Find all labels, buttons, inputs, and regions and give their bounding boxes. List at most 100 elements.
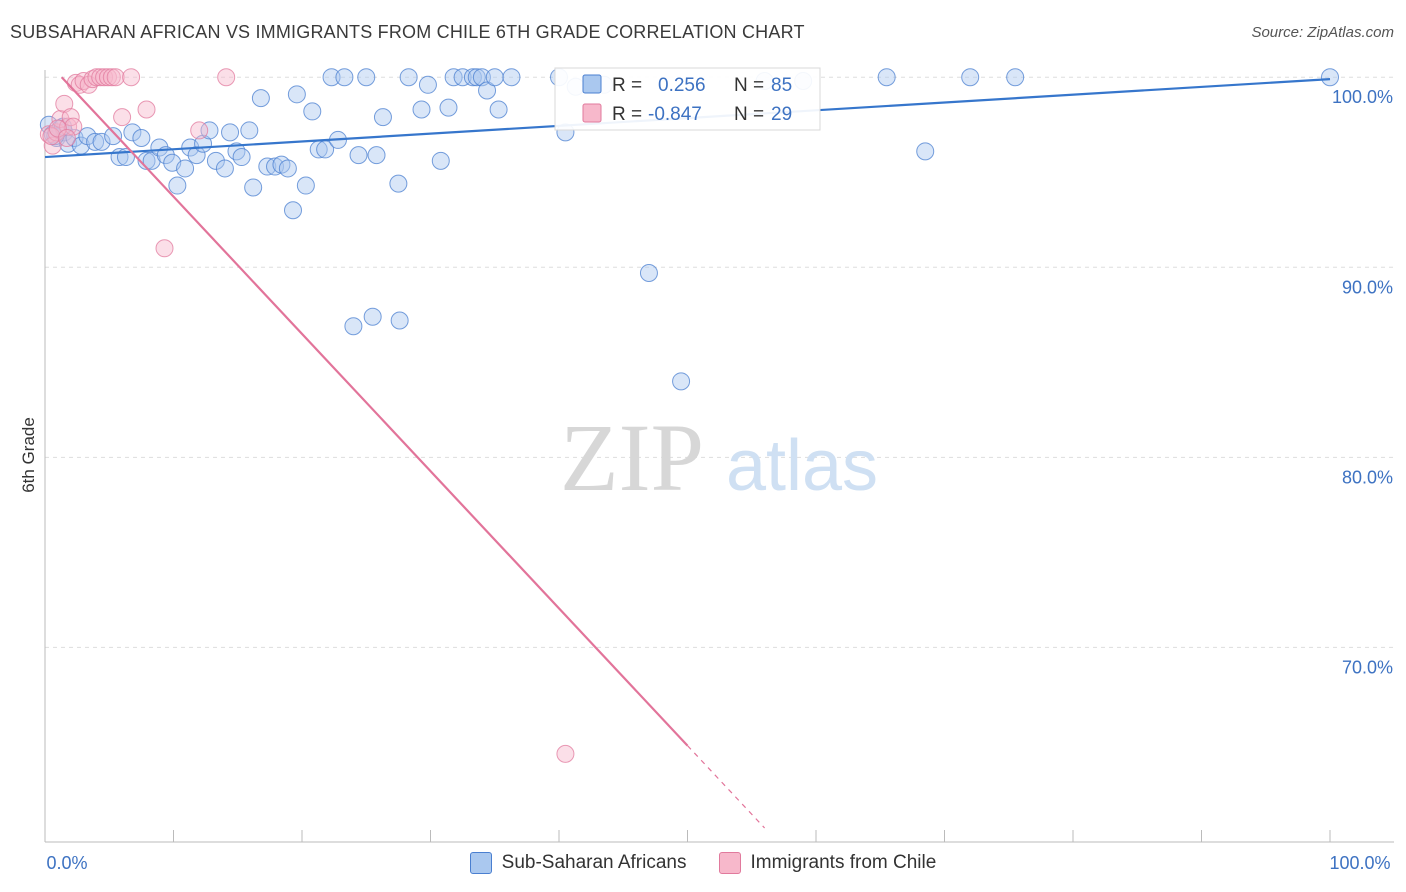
- point-subsaharan: [877, 68, 896, 87]
- watermark: ZIP atlas: [560, 404, 878, 511]
- point-subsaharan: [489, 100, 508, 119]
- point-chile: [155, 239, 174, 258]
- point-chile: [122, 68, 141, 87]
- x-tick-label: 0.0%: [46, 853, 87, 873]
- y-axis-title: 6th Grade: [19, 417, 38, 493]
- point-subsaharan: [322, 68, 341, 87]
- watermark-zip: ZIP: [560, 404, 704, 511]
- y-tick-label: 70.0%: [1342, 657, 1393, 677]
- point-subsaharan: [478, 81, 497, 100]
- y-tick-label: 90.0%: [1342, 277, 1393, 297]
- point-subsaharan: [373, 108, 392, 127]
- stats-swatch-pink: [582, 103, 602, 123]
- stats-n-label-pink: N =: [734, 104, 764, 125]
- point-chile: [190, 121, 209, 140]
- point-subsaharan: [168, 176, 187, 195]
- point-chile: [64, 117, 83, 136]
- point-subsaharan: [221, 123, 240, 142]
- stats-n-value-blue: 85: [771, 75, 792, 96]
- point-subsaharan: [251, 89, 270, 108]
- point-chile: [98, 68, 117, 87]
- point-subsaharan: [232, 148, 251, 167]
- point-subsaharan: [363, 307, 382, 326]
- x-tick-label: 100.0%: [1329, 853, 1390, 873]
- point-subsaharan: [176, 159, 195, 178]
- stats-n-label-blue: N =: [734, 75, 764, 96]
- point-chile: [57, 129, 76, 148]
- point-subsaharan: [367, 146, 386, 165]
- trend-line-chile: [60, 76, 689, 747]
- point-subsaharan: [485, 68, 504, 87]
- point-chile: [102, 68, 121, 87]
- point-subsaharan: [349, 146, 368, 165]
- point-subsaharan: [187, 146, 206, 165]
- stats-r-label-blue: R =: [612, 75, 642, 96]
- legend-item-subsaharan[interactable]: Sub-Saharan Africans: [469, 852, 687, 874]
- point-chile: [42, 127, 61, 146]
- point-subsaharan: [418, 75, 437, 94]
- point-subsaharan: [502, 68, 521, 87]
- point-subsaharan: [453, 68, 472, 87]
- point-chile: [106, 68, 125, 87]
- point-subsaharan: [467, 68, 486, 87]
- legend-item-chile[interactable]: Immigrants from Chile: [718, 852, 937, 874]
- point-subsaharan: [240, 121, 259, 140]
- point-chile: [556, 744, 575, 763]
- source-label: Source: ZipAtlas.com: [1251, 24, 1394, 41]
- point-subsaharan: [389, 174, 408, 193]
- point-subsaharan: [278, 159, 297, 178]
- point-subsaharan: [123, 123, 142, 142]
- point-subsaharan: [472, 68, 491, 87]
- point-subsaharan: [357, 68, 376, 87]
- point-subsaharan: [335, 68, 354, 87]
- chart-title: SUBSAHARAN AFRICAN VS IMMIGRANTS FROM CH…: [10, 22, 805, 42]
- stats-box: R = 0.256 N = 85 R = -0.847 N = 29: [554, 67, 821, 131]
- point-subsaharan: [916, 142, 935, 161]
- y-tick-label: 100.0%: [1332, 87, 1393, 107]
- point-subsaharan: [150, 138, 169, 157]
- point-chile: [217, 68, 236, 87]
- point-subsaharan: [344, 317, 363, 336]
- point-subsaharan: [104, 127, 123, 146]
- legend-label-subsaharan: Sub-Saharan Africans: [501, 852, 687, 873]
- point-subsaharan: [303, 102, 322, 121]
- point-subsaharan: [258, 157, 277, 176]
- point-subsaharan: [439, 98, 458, 117]
- stats-r-label-pink: R =: [612, 104, 642, 125]
- point-chile: [113, 108, 132, 127]
- point-subsaharan: [412, 100, 431, 119]
- stats-swatch-blue: [582, 74, 602, 94]
- stats-n-value-pink: 29: [771, 104, 792, 125]
- legend: Sub-Saharan Africans Immigrants from Chi…: [0, 852, 1406, 874]
- axes-layer: 100.0% 90.0% 80.0% 70.0% 0.0% 100.0%: [44, 70, 1394, 873]
- point-subsaharan: [284, 201, 303, 220]
- stats-r-value-blue: 0.256: [658, 75, 706, 96]
- point-subsaharan: [92, 132, 111, 151]
- point-subsaharan: [132, 129, 151, 148]
- point-subsaharan: [227, 142, 246, 161]
- point-chile: [137, 100, 156, 119]
- point-subsaharan: [39, 115, 58, 134]
- point-subsaharan: [390, 311, 409, 330]
- point-subsaharan: [86, 132, 105, 151]
- trend-line-chile-extension: [687, 745, 766, 829]
- point-subsaharan: [672, 372, 691, 391]
- watermark-atlas: atlas: [726, 426, 878, 506]
- legend-label-chile: Immigrants from Chile: [750, 852, 937, 873]
- point-subsaharan: [296, 176, 315, 195]
- legend-swatch-pink: [718, 852, 741, 874]
- point-subsaharan: [639, 263, 658, 282]
- point-subsaharan: [961, 68, 980, 87]
- point-subsaharan: [244, 178, 263, 197]
- point-subsaharan: [431, 151, 450, 170]
- point-subsaharan: [200, 121, 219, 140]
- point-chile: [39, 125, 58, 144]
- point-subsaharan: [206, 151, 225, 170]
- y-tick-label: 80.0%: [1342, 467, 1393, 487]
- point-chile: [48, 119, 67, 138]
- point-subsaharan: [287, 85, 306, 104]
- point-chile: [43, 136, 62, 155]
- legend-swatch-blue: [469, 852, 492, 874]
- point-subsaharan: [399, 68, 418, 87]
